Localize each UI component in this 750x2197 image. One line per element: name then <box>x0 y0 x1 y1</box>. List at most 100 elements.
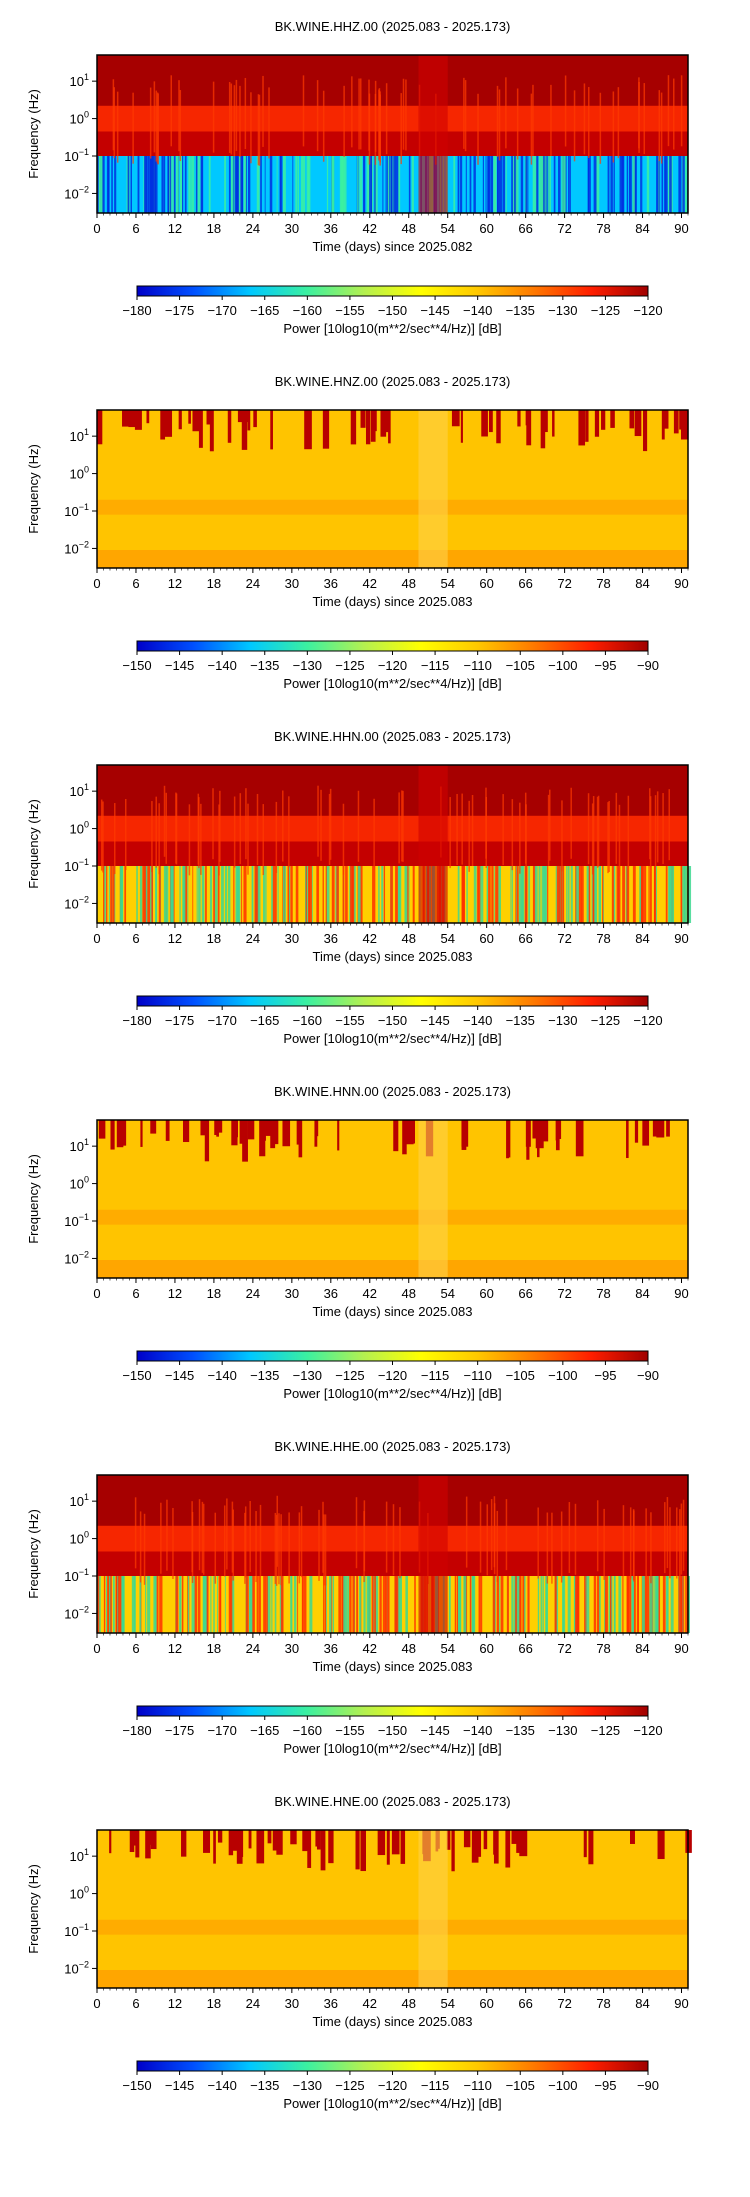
x-axis-label: Time (days) since 2025.083 <box>313 594 473 609</box>
x-tick-label: 90 <box>674 1641 688 1656</box>
x-tick-label: 84 <box>635 1286 649 1301</box>
x-tick-label: 54 <box>440 1641 454 1656</box>
spectrogram-heatmap <box>97 55 688 213</box>
x-axis-label: Time (days) since 2025.082 <box>313 239 473 254</box>
colorbar-tick-label: −165 <box>250 303 279 318</box>
colorbar-tick-label: −115 <box>421 2078 449 2093</box>
x-tick-label: 42 <box>363 221 377 236</box>
x-tick-label: 0 <box>93 1996 100 2011</box>
x-tick-label: 6 <box>132 931 139 946</box>
x-tick-label: 60 <box>479 576 493 591</box>
colorbar-tick-label: −180 <box>122 303 151 318</box>
colorbar <box>136 285 649 297</box>
y-tick-label: 10−2 <box>64 184 89 201</box>
plot-frame <box>96 764 689 924</box>
x-tick-label: 18 <box>207 931 221 946</box>
colorbar-label: Power [10log10(m**2/sec**4/Hz)] [dB] <box>283 2096 501 2111</box>
x-tick-label: 48 <box>402 931 416 946</box>
x-tick-label: 78 <box>596 576 610 591</box>
colorbar-tick-label: −110 <box>464 658 492 673</box>
spectrogram-heatmap <box>97 765 692 923</box>
colorbar-tick-label: −105 <box>506 2078 535 2093</box>
colorbar-label: Power [10log10(m**2/sec**4/Hz)] [dB] <box>283 1741 501 1756</box>
x-tick-label: 78 <box>596 221 610 236</box>
x-tick-label: 6 <box>132 1286 139 1301</box>
x-tick-label: 18 <box>207 1641 221 1656</box>
x-tick-label: 54 <box>440 931 454 946</box>
spectrogram-svg: BK.WINE.HNN.00 (2025.083 - 2025.173) 0 6 12… <box>26 1084 689 1401</box>
x-tick-label: 84 <box>635 221 649 236</box>
colorbar-tick-label: −180 <box>122 1013 151 1028</box>
colorbar-tick-label: −130 <box>293 1368 322 1383</box>
x-tick-label: 6 <box>132 1996 139 2011</box>
x-tick-label: 24 <box>246 576 260 591</box>
colorbar-tick-label: −145 <box>420 1723 449 1738</box>
x-tick-label: 84 <box>635 931 649 946</box>
y-axis-label: Frequency (Hz) <box>26 89 41 179</box>
colorbar-tick-label: −160 <box>293 303 322 318</box>
x-tick-label: 18 <box>207 221 221 236</box>
colorbar-tick-label: −170 <box>208 1723 237 1738</box>
plot-frame <box>96 1829 689 1989</box>
colorbar-tick-label: −140 <box>463 1013 492 1028</box>
colorbar-tick-label: −150 <box>122 1368 151 1383</box>
colorbar-tick-label: −145 <box>420 303 449 318</box>
x-tick-label: 6 <box>132 576 139 591</box>
x-tick-label: 6 <box>132 1641 139 1656</box>
y-tick-label: 101 <box>70 782 89 799</box>
x-tick-label: 30 <box>285 931 299 946</box>
spectrogram-panel: BK.WINE.HNZ.00 (2025.083 - 2025.173) 0 6 12… <box>0 355 750 710</box>
x-tick-label: 30 <box>285 1641 299 1656</box>
x-tick-label: 6 <box>132 221 139 236</box>
x-tick-label: 36 <box>324 931 338 946</box>
y-axis-label: Frequency (Hz) <box>26 799 41 889</box>
colorbar-tick-label: −150 <box>378 303 407 318</box>
colorbar-tick-label: −175 <box>165 303 194 318</box>
y-tick-label: 100 <box>70 465 89 482</box>
colorbar-tick-label: −120 <box>378 2078 407 2093</box>
x-tick-label: 30 <box>285 221 299 236</box>
x-tick-label: 36 <box>324 1996 338 2011</box>
spectrogram-panel: BK.WINE.HHZ.00 (2025.083 - 2025.173) 0 6 12… <box>0 0 750 355</box>
colorbar-tick-label: −150 <box>378 1013 407 1028</box>
y-tick-label: 10−1 <box>64 502 89 519</box>
colorbar-tick-label: −95 <box>594 2078 616 2093</box>
colorbar-tick-label: −115 <box>421 658 449 673</box>
colorbar-tick-label: −120 <box>378 658 407 673</box>
colorbar-tick-label: −100 <box>548 2078 577 2093</box>
x-tick-label: 42 <box>363 1286 377 1301</box>
colorbar-tick-label: −105 <box>506 658 535 673</box>
x-tick-label: 78 <box>596 1641 610 1656</box>
colorbar-tick-label: −90 <box>637 1368 659 1383</box>
y-tick-label: 10−2 <box>64 1959 89 1976</box>
x-tick-label: 78 <box>596 931 610 946</box>
colorbar-tick-label: −120 <box>633 1723 662 1738</box>
x-tick-label: 30 <box>285 1996 299 2011</box>
x-tick-label: 0 <box>93 1286 100 1301</box>
plot-frame <box>96 1119 689 1279</box>
colorbar-tick-label: −170 <box>208 1013 237 1028</box>
x-tick-label: 18 <box>207 1286 221 1301</box>
colorbar-tick-label: −150 <box>122 2078 151 2093</box>
y-tick-label: 10−1 <box>64 857 89 874</box>
colorbar-tick-label: −125 <box>591 1013 620 1028</box>
colorbar-tick-label: −125 <box>591 303 620 318</box>
x-tick-label: 48 <box>402 1286 416 1301</box>
plot-frame <box>96 54 689 214</box>
y-tick-label: 10−1 <box>64 1922 89 1939</box>
colorbar <box>136 1350 649 1362</box>
x-tick-label: 60 <box>479 1286 493 1301</box>
colorbar-tick-label: −150 <box>378 1723 407 1738</box>
y-tick-label: 100 <box>70 1175 89 1192</box>
colorbar-label: Power [10log10(m**2/sec**4/Hz)] [dB] <box>283 676 501 691</box>
x-tick-label: 24 <box>246 1996 260 2011</box>
colorbar-tick-label: −95 <box>594 658 616 673</box>
x-tick-label: 60 <box>479 1641 493 1656</box>
y-axis-label: Frequency (Hz) <box>26 1154 41 1244</box>
colorbar-tick-label: −135 <box>506 1723 535 1738</box>
x-tick-label: 84 <box>635 1996 649 2011</box>
colorbar-tick-label: −145 <box>165 1368 194 1383</box>
x-tick-label: 66 <box>518 1996 532 2011</box>
spectrogram-heatmap <box>97 410 689 568</box>
spectrogram-heatmap <box>97 1120 688 1278</box>
